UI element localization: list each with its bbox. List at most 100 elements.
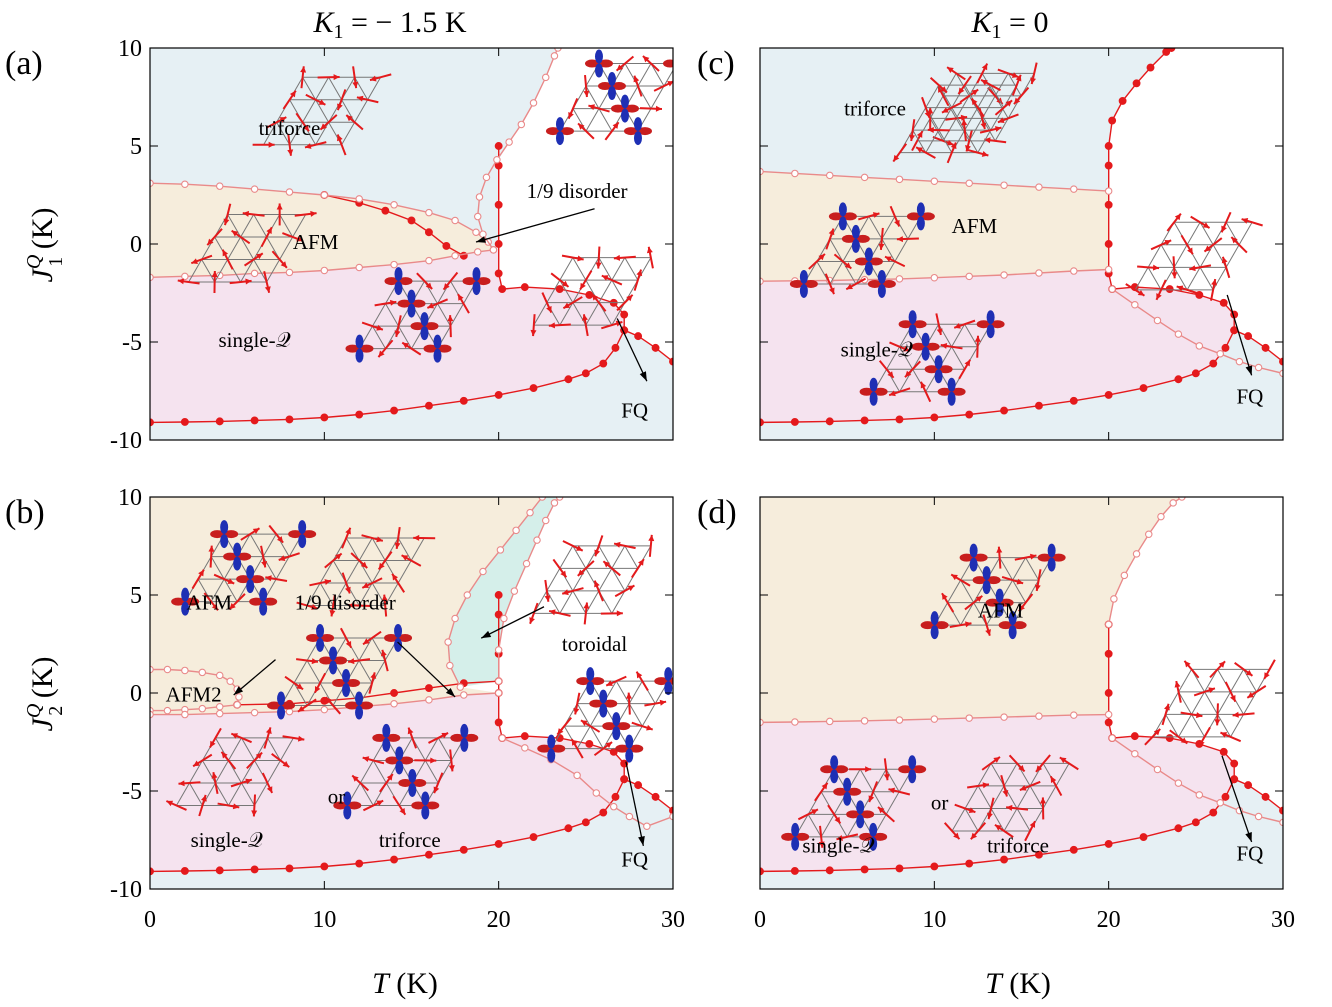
lattice-inset xyxy=(177,203,317,294)
data-point-filled xyxy=(1139,833,1148,842)
orbital-lobe-blue xyxy=(930,611,939,626)
spin-arrowhead xyxy=(1174,681,1181,688)
data-point-filled xyxy=(520,283,529,292)
spin-arrowhead xyxy=(872,212,880,218)
spin-arrowhead xyxy=(878,243,885,250)
data-point-open xyxy=(1235,357,1244,366)
orbital-lobe-red xyxy=(803,279,818,288)
data-point-open xyxy=(760,277,764,285)
lattice-bond xyxy=(641,703,656,727)
orbital-lobe-blue xyxy=(433,334,442,349)
data-point-open xyxy=(494,689,503,697)
lattice-bond xyxy=(306,582,321,606)
data-point-filled xyxy=(381,206,390,215)
orbital-lobe-blue xyxy=(633,117,642,132)
spin-arrowhead xyxy=(227,578,235,584)
spin-arrowhead xyxy=(592,293,599,301)
orbital-lobe-red xyxy=(464,733,479,742)
spin-arrowhead xyxy=(828,228,835,236)
lattice-bond xyxy=(267,760,281,784)
lattice-bond xyxy=(254,782,268,806)
lattice-bond xyxy=(611,568,626,592)
data-point-open xyxy=(215,671,224,680)
lattice-bond xyxy=(345,537,360,561)
region-label: AFM xyxy=(293,230,339,254)
lattice-bond xyxy=(341,99,356,123)
lattice-bond xyxy=(885,769,900,793)
data-point-filled xyxy=(494,240,503,248)
data-point-open xyxy=(1070,267,1078,275)
data-point-filled xyxy=(424,401,433,410)
orbital-lobe-blue xyxy=(664,667,673,682)
panel-label: (d) xyxy=(697,494,737,531)
data-point-filled xyxy=(1104,390,1113,399)
spin-arrowhead xyxy=(940,86,947,93)
orbital-lobe-red xyxy=(333,801,348,810)
spin-arrowhead xyxy=(344,586,351,594)
data-point-open xyxy=(1035,712,1043,720)
data-point-open xyxy=(1104,710,1113,719)
spin-arrowhead xyxy=(1035,765,1043,772)
lattice-bond xyxy=(964,785,979,809)
lattice-bond xyxy=(559,545,574,569)
pointer-arrow xyxy=(1221,755,1253,843)
lattice-bond xyxy=(572,545,587,569)
spin-arrowhead xyxy=(626,294,633,302)
lattice-bond xyxy=(611,302,626,326)
lattice-bond xyxy=(829,261,844,285)
lattice-bond xyxy=(359,760,374,784)
orbital-lobe-red xyxy=(386,733,401,742)
orbital-lobe-red xyxy=(267,701,282,710)
y-axis-label-j2: JQ2 (K) xyxy=(23,657,67,732)
lattice-bond xyxy=(994,118,1009,142)
data-point-filled xyxy=(825,417,834,426)
orbital-lobe-blue xyxy=(233,556,242,571)
pointer-arrow xyxy=(480,606,545,639)
spin-arrowhead xyxy=(1164,240,1172,246)
lattice-bond xyxy=(306,660,321,684)
orbital-lobe-blue xyxy=(921,332,930,347)
spin-arrowhead xyxy=(936,328,943,335)
spin-arrowhead xyxy=(318,99,326,105)
lattice-bond xyxy=(589,725,604,749)
spin-arrowhead xyxy=(211,271,218,278)
lattice-bond xyxy=(960,602,975,626)
data-point-filled xyxy=(1104,689,1113,697)
data-point-open xyxy=(425,208,433,217)
lattice-inset xyxy=(171,520,317,616)
lattice-bond xyxy=(223,578,238,602)
lattice-bond xyxy=(912,129,927,153)
spin-arrowhead xyxy=(954,323,961,329)
data-point-filled xyxy=(1130,732,1139,741)
orbital-lobe-blue xyxy=(420,312,429,327)
lattice-bond xyxy=(559,279,574,303)
spin-arrowhead xyxy=(1156,293,1162,300)
data-point-open xyxy=(250,185,259,193)
orbital-lobe-blue xyxy=(916,216,925,231)
orbital-lobe-red xyxy=(976,320,991,329)
lattice-bond xyxy=(1147,244,1162,268)
orbital-lobe-red xyxy=(263,597,278,606)
orbital-lobe-red xyxy=(972,576,987,585)
spin-arrowhead xyxy=(265,727,272,734)
orbital-lobe-blue xyxy=(343,791,352,806)
data-point-filled xyxy=(1191,369,1200,378)
lattice-bond xyxy=(977,785,992,809)
data-point-filled xyxy=(860,416,869,425)
orbital-lobe-blue xyxy=(1047,543,1056,558)
lattice-bond xyxy=(1186,222,1201,246)
spin-arrowhead xyxy=(659,699,667,706)
spin-arrowhead xyxy=(940,342,948,349)
spin-arrowhead xyxy=(970,832,978,840)
spin-arrowhead xyxy=(1204,245,1212,252)
spin-arrowhead xyxy=(276,203,283,210)
orbital-lobe-blue xyxy=(1008,625,1017,640)
lattice-bond xyxy=(546,568,561,592)
data-point-open xyxy=(1000,713,1008,721)
spin-arrowhead xyxy=(868,795,875,803)
spin-arrowhead xyxy=(1180,737,1188,744)
orbital-lobe-blue xyxy=(934,355,943,370)
data-point-filled xyxy=(494,390,503,399)
data-point-filled xyxy=(1104,240,1113,248)
spin-arrowhead xyxy=(1220,732,1228,738)
